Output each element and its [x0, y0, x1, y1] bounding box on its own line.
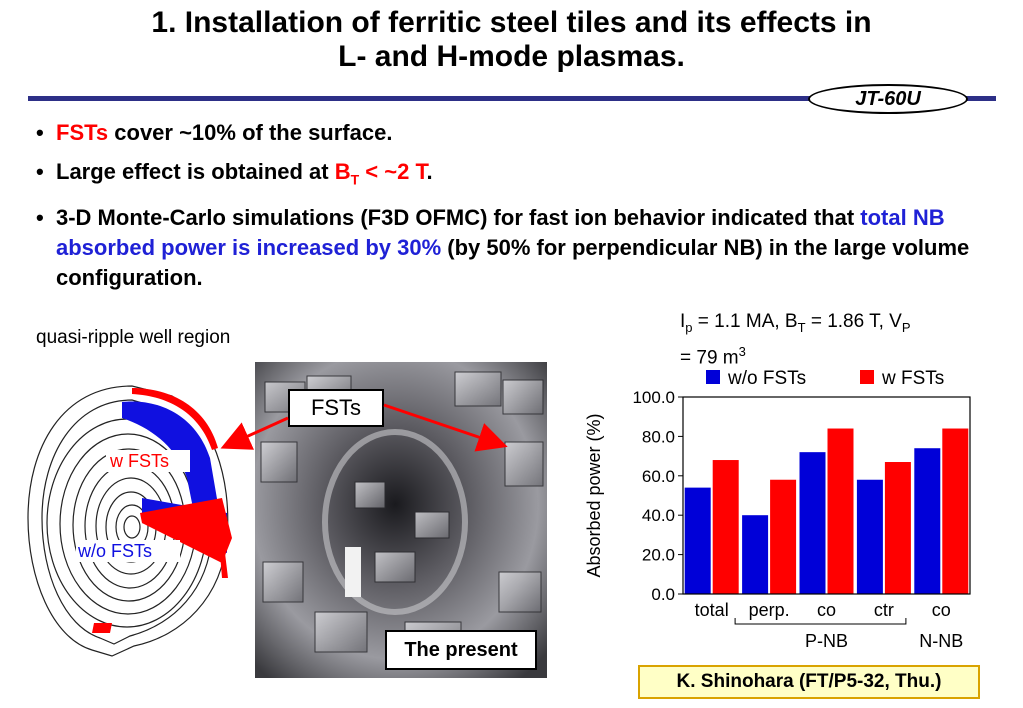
ip-subscript: p: [685, 319, 693, 335]
bar-w-fsts: [942, 428, 969, 594]
group-label: P-NB: [805, 631, 848, 651]
ip-symbol: I: [680, 311, 686, 332]
vp-subscript: P: [901, 319, 911, 335]
wo-fsts-label-bg: [76, 540, 180, 562]
x-tick-label: total: [695, 600, 729, 620]
bullet-text: Large effect is obtained at: [56, 159, 335, 184]
bt-subscript: T: [350, 171, 360, 188]
w-fsts-label-bg: [106, 450, 190, 472]
bar-wo-fsts: [742, 515, 769, 594]
plasma-conditions: Ip = 1.1 MA, BT = 1.86 T, VP = 79 m3: [680, 310, 1000, 370]
y-axis-label: Absorbed power (%): [584, 413, 604, 577]
title-underline: [28, 96, 996, 101]
wo-fsts-label: w/o FSTs: [77, 541, 152, 561]
x-tick-label: perp.: [749, 600, 790, 620]
y-tick-label: 80.0: [642, 427, 675, 446]
bar-w-fsts: [712, 460, 739, 594]
legend-swatch: [706, 370, 720, 384]
legend-label: w/o FSTs: [727, 368, 806, 389]
slide-title-line-1: 1. Installation of ferritic steel tiles …: [151, 6, 872, 39]
legend-swatch: [860, 370, 874, 384]
bar-wo-fsts: [684, 487, 711, 594]
loss-region-red: [92, 388, 232, 633]
y-tick-label: 20.0: [642, 546, 675, 565]
plot-frame: [682, 396, 971, 595]
bt-threshold: < ~2 T: [359, 159, 427, 184]
bar-w-fsts: [827, 428, 854, 594]
flux-surface-diagram: w FSTs w/o FSTs: [27, 385, 232, 657]
bar-w-fsts: [770, 479, 797, 594]
bullet-dot: •: [36, 159, 44, 184]
conditions-line-2: = 79 m3: [680, 340, 1000, 370]
x-tick-label: ctr: [874, 600, 894, 620]
bar-wo-fsts: [856, 479, 883, 594]
jt60u-badge: JT-60U: [808, 84, 968, 114]
y-tick-label: 0.0: [651, 585, 675, 604]
bullet-dot: •: [36, 205, 44, 231]
bullet-text: 3-D Monte-Carlo simulations (F3D OFMC) f…: [56, 205, 861, 231]
y-tick-label: 100.0: [632, 388, 675, 407]
volume-unit-exponent: 3: [738, 343, 746, 359]
author-credit: K. Shinohara (FT/P5-32, Thu.): [638, 665, 980, 699]
group-label: N-NB: [919, 631, 963, 651]
fsts-callout: FSTs: [288, 389, 384, 427]
y-tick-label: 40.0: [642, 506, 675, 525]
bar-wo-fsts: [914, 448, 941, 594]
bullet-large-effect: • Large effect is obtained at BT < ~2 T.: [34, 157, 984, 194]
bullet-simulations: • 3-D Monte-Carlo simulations (F3D OFMC)…: [34, 203, 984, 293]
bt-symbol: B: [334, 159, 351, 184]
bt-subscript: T: [797, 319, 806, 335]
power-increase-highlight: total NB absorbed power is increased by …: [56, 205, 945, 261]
bar-wo-fsts: [799, 452, 826, 594]
bullet-dot: •: [36, 120, 44, 145]
bt-value: = 1.86 T, V: [805, 311, 902, 332]
bullet-fst-coverage: • FSTs cover ~10% of the surface.: [34, 118, 984, 148]
bt-highlight: BT < ~2 T: [334, 159, 427, 188]
bar-w-fsts: [884, 462, 911, 594]
ip-value: = 1.1 MA, B: [692, 311, 798, 332]
bullet-end: .: [426, 159, 433, 184]
group-bracket: [734, 618, 907, 625]
absorbed-power-chart: w/o FSTs w FSTs 0.0 20.0 40.0 60.0 80.0 100.0 Ab…: [584, 368, 971, 651]
slide-title-line-2: L- and H-mode plasmas.: [338, 40, 685, 73]
bullet-text: cover ~10% of the surface.: [108, 120, 393, 145]
conditions-line-1: Ip = 1.1 MA, BT = 1.86 T, VP: [680, 310, 1000, 340]
volume-value: = 79 m: [680, 347, 739, 369]
x-tick-label: co: [932, 600, 951, 620]
quasi-ripple-label: quasi-ripple well region: [36, 327, 231, 348]
fsts-highlight: FSTs: [56, 120, 109, 145]
the-present-caption: The present: [385, 630, 537, 670]
x-tick-label: co: [817, 600, 836, 620]
bullet-text-end: (by 50% for perpendicular NB) in the lar…: [56, 235, 970, 291]
bullet-list: • FSTs cover ~10% of the surface. • Larg…: [34, 118, 984, 302]
w-fsts-label: w FSTs: [109, 451, 169, 471]
y-tick-label: 60.0: [642, 467, 675, 486]
slide-title: 1. Installation of ferritic steel tiles …: [0, 6, 1023, 74]
legend-label: w FSTs: [881, 368, 944, 389]
